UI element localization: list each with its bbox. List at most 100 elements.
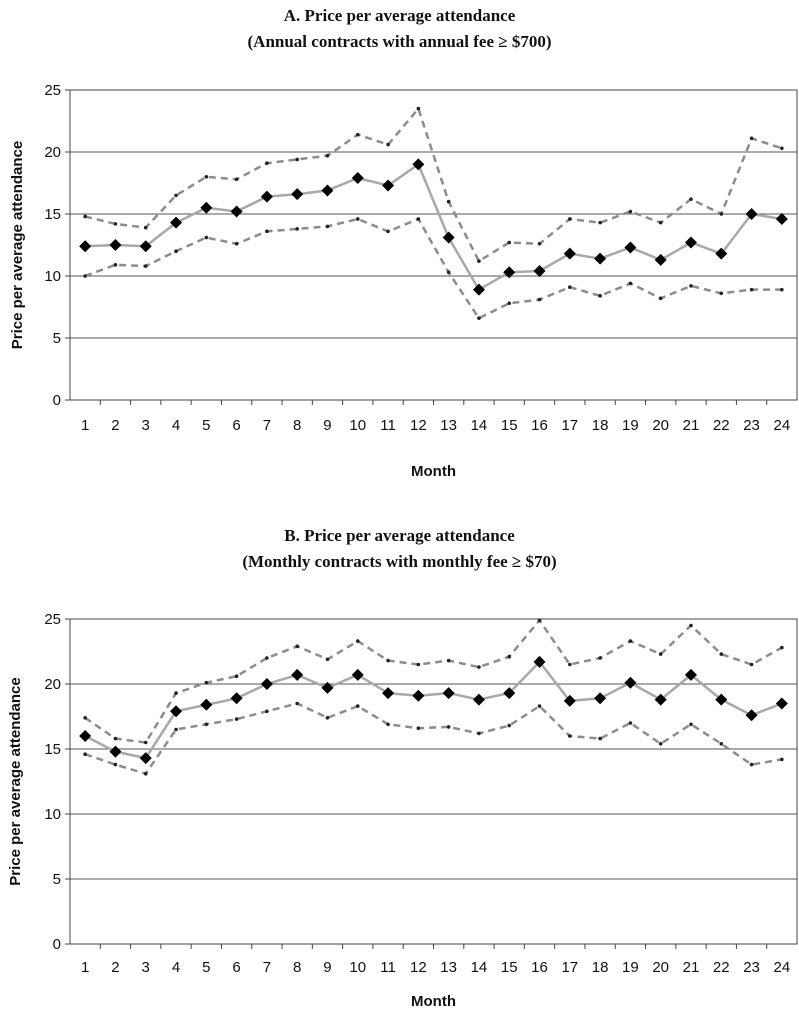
x-tick-label: 12	[410, 959, 427, 976]
x-tick-label: 18	[592, 417, 609, 434]
data-point	[775, 212, 788, 225]
band-point	[83, 214, 87, 219]
band-point	[719, 742, 724, 746]
x-tick-label: 23	[743, 417, 760, 434]
x-tick-label: 3	[142, 959, 150, 976]
x-tick-label: 12	[410, 417, 427, 434]
band-point	[325, 716, 330, 720]
band-point	[143, 225, 148, 230]
band-point	[780, 645, 784, 650]
band-point	[234, 177, 239, 182]
data-point	[230, 692, 243, 705]
y-axis-label: Price per average attendance	[9, 141, 26, 349]
band-point	[295, 644, 299, 649]
x-tick-label: 16	[531, 417, 548, 434]
data-point	[684, 236, 697, 249]
band-point	[689, 197, 693, 201]
band-point	[658, 652, 663, 656]
data-point	[503, 687, 516, 700]
x-tick-label: 11	[380, 417, 396, 434]
x-tick-label: 24	[774, 959, 791, 976]
chart-title: B. Price per average attendance	[284, 526, 515, 545]
band-point	[446, 270, 451, 275]
y-tick-label: 0	[53, 392, 61, 409]
band-point	[568, 734, 572, 738]
band-point	[355, 132, 360, 137]
band-point	[598, 294, 602, 298]
data-point	[412, 158, 425, 171]
x-tick-label: 17	[561, 959, 578, 976]
data-point	[654, 693, 667, 706]
data-point	[594, 692, 607, 705]
data-point	[382, 687, 395, 700]
data-point	[170, 216, 183, 229]
x-tick-label: 7	[263, 417, 271, 434]
band-point	[446, 199, 451, 204]
x-tick-label: 14	[471, 417, 488, 434]
data-point	[382, 179, 395, 192]
band-point	[719, 291, 724, 296]
x-tick-label: 2	[111, 959, 119, 976]
band-point	[507, 301, 512, 306]
band-point	[598, 220, 602, 225]
band-point	[83, 274, 87, 278]
band-point	[174, 193, 178, 198]
x-tick-label: 2	[111, 417, 119, 434]
data-point	[594, 252, 607, 265]
series-line-mean	[85, 162, 783, 292]
chart-title: A. Price per average attendance	[283, 6, 516, 25]
band-point	[780, 757, 784, 762]
band-point	[598, 736, 602, 741]
band-point	[295, 157, 299, 162]
band-point	[416, 217, 421, 221]
x-tick-label: 16	[531, 959, 548, 976]
data-point	[472, 283, 485, 296]
band-point	[265, 709, 269, 714]
band-point	[658, 742, 663, 746]
y-tick-label: 20	[44, 676, 61, 693]
band-point	[537, 618, 542, 623]
x-tick-label: 21	[683, 417, 700, 434]
data-point	[442, 687, 455, 700]
band-point	[83, 716, 87, 720]
band-point	[780, 146, 784, 151]
band-point	[204, 722, 209, 727]
band-point	[416, 726, 421, 730]
band-point	[507, 654, 512, 659]
x-tick-label: 6	[232, 417, 240, 434]
y-tick-label: 5	[53, 330, 61, 347]
band-point	[143, 264, 148, 268]
data-point	[715, 247, 728, 260]
band-point	[295, 227, 299, 231]
y-tick-label: 0	[53, 936, 61, 953]
band-point	[113, 736, 118, 741]
data-point	[79, 240, 92, 253]
band-point	[174, 249, 178, 253]
x-tick-label: 20	[652, 959, 669, 976]
band-point	[355, 639, 360, 643]
band-point	[234, 241, 239, 246]
x-tick-label: 18	[592, 959, 609, 976]
data-point	[472, 693, 485, 706]
y-tick-label: 20	[44, 144, 61, 161]
band-point	[143, 740, 148, 745]
band-point	[325, 657, 330, 662]
x-tick-label: 5	[202, 417, 210, 434]
data-point	[745, 208, 758, 220]
band-point	[537, 241, 542, 246]
x-tick-label: 4	[172, 417, 180, 434]
x-tick-label: 8	[293, 959, 301, 976]
band-point	[265, 656, 269, 660]
band-point	[204, 680, 209, 685]
x-tick-label: 3	[142, 417, 150, 434]
band-point	[416, 106, 421, 111]
band-point	[689, 623, 693, 628]
band-point	[386, 658, 390, 663]
data-point	[109, 239, 122, 251]
data-point	[684, 668, 697, 681]
data-point	[260, 190, 273, 203]
plot-frame	[69, 618, 798, 945]
data-point	[321, 681, 334, 694]
band-point	[446, 725, 451, 729]
